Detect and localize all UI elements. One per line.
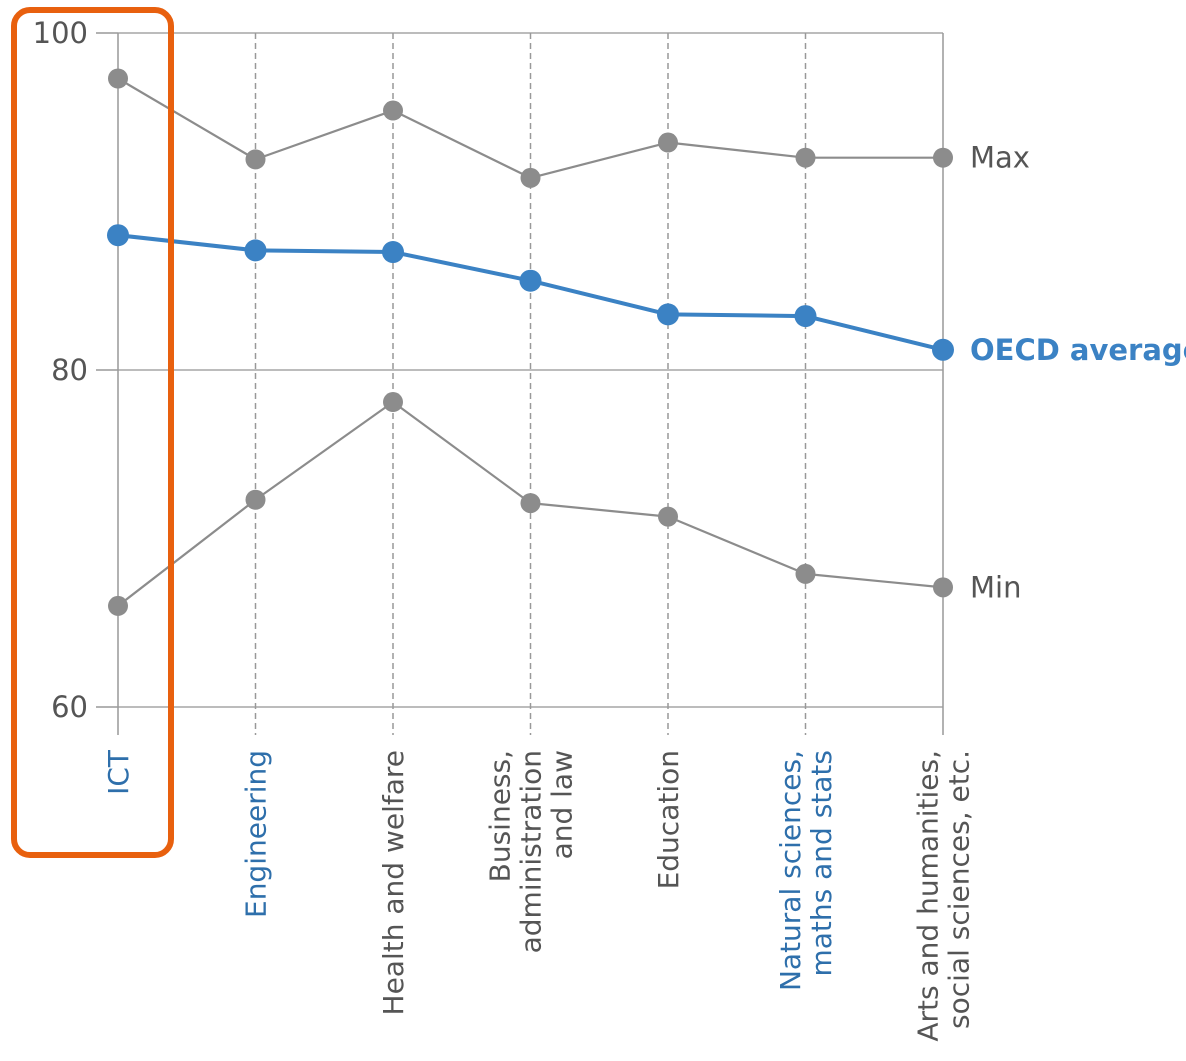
point-max-1 bbox=[245, 149, 266, 170]
category-label-line: Education bbox=[652, 750, 685, 889]
category-label-5: Natural sciences,maths and stats bbox=[774, 750, 838, 991]
category-label-line: maths and stats bbox=[805, 750, 838, 977]
point-oecd-average-4 bbox=[657, 303, 679, 326]
point-oecd-average-2 bbox=[382, 241, 404, 264]
category-label-line: administration bbox=[515, 750, 548, 953]
point-min-0 bbox=[108, 595, 128, 616]
point-oecd-average-5 bbox=[794, 305, 817, 328]
category-label-1: Engineering bbox=[240, 750, 273, 918]
category-label-6: Arts and humanities,social sciences, etc… bbox=[912, 750, 976, 1042]
point-oecd-average-1 bbox=[244, 239, 267, 262]
point-max-4 bbox=[658, 132, 678, 153]
category-label-4: Education bbox=[652, 750, 685, 889]
category-label-line: ICT bbox=[102, 749, 135, 795]
point-max-5 bbox=[795, 147, 816, 168]
point-min-6 bbox=[933, 577, 953, 598]
category-label-line: and law bbox=[546, 750, 579, 859]
point-max-6 bbox=[933, 147, 953, 168]
y-tick-label-100: 100 bbox=[33, 16, 88, 50]
point-oecd-average-3 bbox=[519, 269, 542, 292]
y-tick-label-60: 60 bbox=[51, 690, 88, 724]
series-line-oecd-average bbox=[117, 233, 944, 352]
point-max-3 bbox=[520, 167, 541, 188]
point-min-4 bbox=[658, 506, 678, 527]
point-min-5 bbox=[795, 563, 816, 584]
category-label-line: Health and welfare bbox=[377, 750, 410, 1015]
point-oecd-average-0 bbox=[107, 224, 129, 247]
category-label-line: Arts and humanities, bbox=[912, 750, 945, 1042]
category-label-line: Engineering bbox=[240, 750, 273, 918]
series-label-min: Min bbox=[970, 570, 1021, 604]
category-label-0: ICT bbox=[102, 749, 135, 795]
point-oecd-average-6 bbox=[932, 338, 954, 361]
category-label-line: Natural sciences, bbox=[774, 750, 807, 991]
y-tick-label-80: 80 bbox=[51, 353, 88, 387]
point-min-2 bbox=[383, 392, 403, 413]
category-label-line: social sciences, etc. bbox=[943, 750, 976, 1029]
point-max-2 bbox=[383, 100, 403, 121]
highlight-box bbox=[11, 7, 174, 858]
point-min-1 bbox=[245, 489, 266, 510]
series-label-max: Max bbox=[970, 141, 1030, 175]
series-label-oecd-average: OECD average bbox=[970, 333, 1186, 367]
point-min-3 bbox=[520, 493, 541, 514]
category-label-2: Health and welfare bbox=[377, 750, 410, 1015]
point-max-0 bbox=[108, 68, 128, 89]
category-label-line: Business, bbox=[484, 750, 517, 882]
